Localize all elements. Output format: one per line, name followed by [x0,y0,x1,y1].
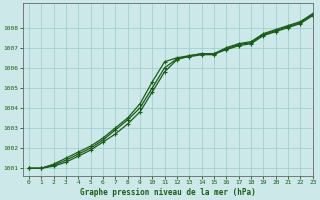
X-axis label: Graphe pression niveau de la mer (hPa): Graphe pression niveau de la mer (hPa) [80,188,256,197]
